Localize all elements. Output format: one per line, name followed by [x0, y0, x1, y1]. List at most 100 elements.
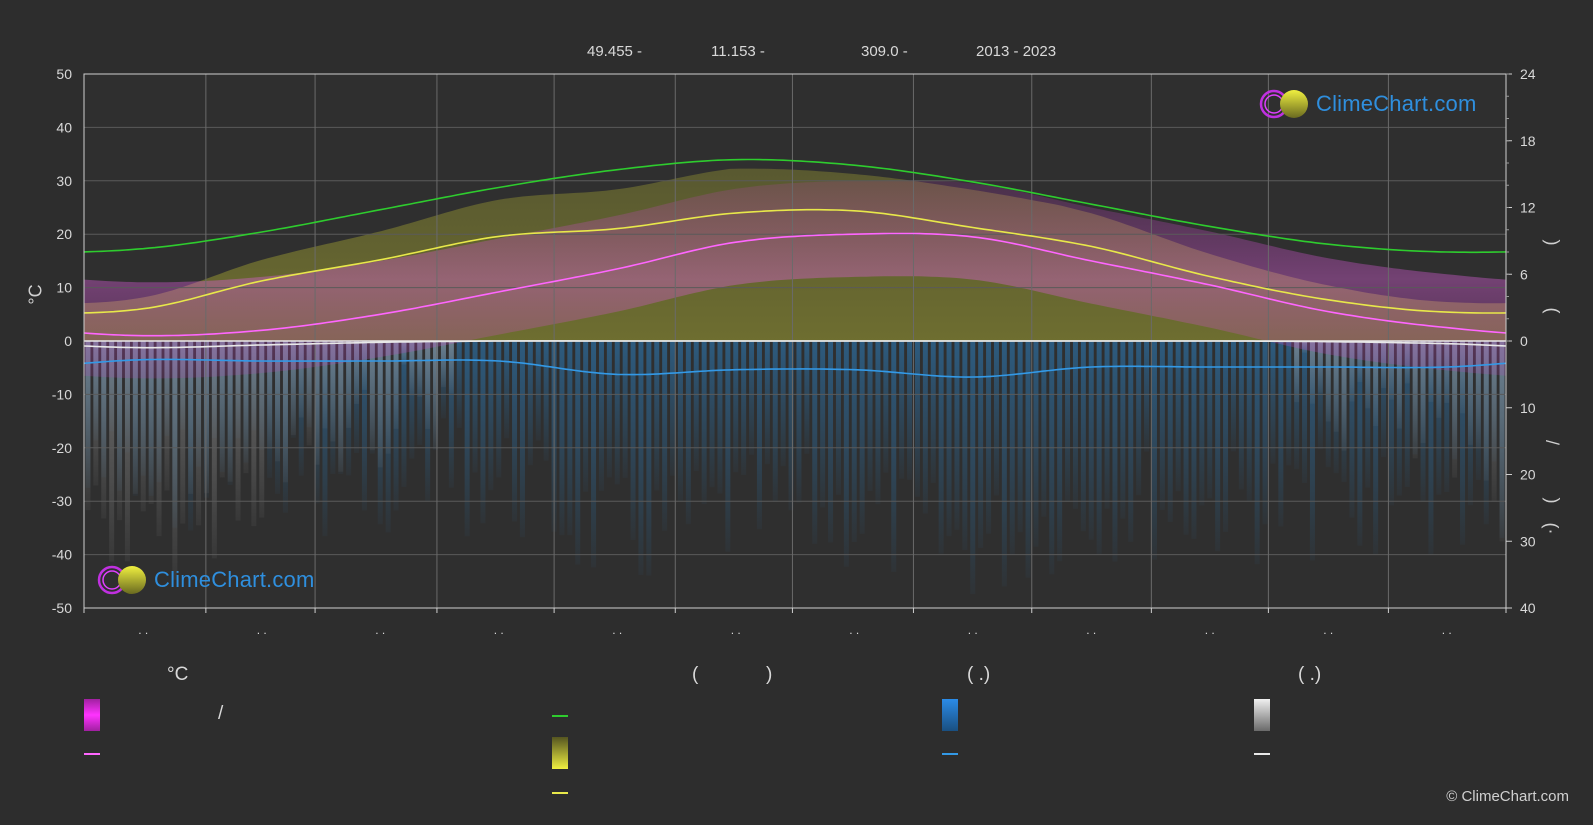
left-tick-label: -50 [52, 600, 72, 616]
snow-bar [1309, 341, 1315, 404]
snow-bar [346, 341, 352, 428]
left-tick-label: 40 [56, 119, 72, 135]
x-tick-label: . . [375, 623, 385, 637]
legend-precip-range-swatch [942, 699, 958, 731]
precip-bar [567, 341, 573, 536]
snow-bar [85, 341, 91, 511]
snow-bar [361, 341, 367, 390]
precip-bar [693, 341, 699, 472]
snow-bar [1444, 341, 1450, 403]
precip-bar [978, 341, 984, 548]
precip-bar [606, 341, 612, 478]
legend-sunshine-range-swatch [552, 737, 568, 769]
snow-bar [109, 341, 115, 562]
snow-bar [330, 341, 336, 442]
snow-bar [440, 341, 446, 388]
precip-bar [361, 341, 367, 511]
left-tick-label: 10 [56, 280, 72, 296]
precip-bar [1151, 341, 1157, 560]
snow-bar [1381, 341, 1387, 389]
precip-bar [1238, 341, 1244, 490]
legend-precip-mean-swatch [942, 753, 958, 755]
precip-bar [614, 341, 620, 485]
precip-bar [1120, 341, 1126, 519]
x-tick-label: . . [968, 623, 978, 637]
precip-bar [496, 341, 502, 478]
precip-bar [701, 341, 707, 505]
precip-bar [1017, 341, 1023, 533]
precip-bar [662, 341, 668, 531]
precip-bar [1175, 341, 1181, 492]
legend-sun-head-open: ( [692, 664, 699, 685]
precip-bar [1270, 341, 1276, 464]
precip-bar [1167, 341, 1173, 523]
daylight-line [83, 158, 1507, 254]
precip-bar [1183, 341, 1189, 535]
precip-bar [788, 341, 794, 511]
precip-bar [409, 341, 415, 459]
precip-bar [1199, 341, 1205, 506]
precip-bar [867, 341, 873, 491]
legend-rain-head: ( .) [967, 664, 991, 685]
snow-bar [1467, 341, 1473, 445]
right-upper-tick-label: 0 [1520, 333, 1528, 349]
precip-bar [1436, 341, 1442, 495]
snow-bar [1436, 341, 1442, 418]
precip-bar [899, 341, 905, 479]
snow-bar [259, 341, 265, 518]
precip-bar [820, 341, 826, 508]
copyright: © ClimeChart.com [1446, 788, 1569, 805]
precip-bar [1286, 341, 1292, 466]
precip-bar [1112, 341, 1118, 562]
precip-bar [456, 341, 462, 428]
precip-bar [843, 341, 849, 567]
left-axis-title: °C [25, 284, 46, 305]
snow-bar [448, 341, 454, 394]
precip-bar [796, 341, 802, 503]
snow-bar [1365, 341, 1371, 409]
precip-bar [670, 341, 676, 476]
precip-bar [780, 341, 786, 467]
snow-bar [1412, 341, 1418, 459]
legend-temp-mean-swatch [84, 753, 100, 755]
precip-bar [504, 341, 510, 439]
precip-bar [1388, 341, 1394, 506]
legend-snow-head: ( .) [1298, 664, 1322, 685]
x-tick-label: . . [849, 623, 859, 637]
precip-bar [1444, 341, 1450, 492]
precip-bar [575, 341, 581, 565]
right-upper-axis-glyph-1: ) [1542, 239, 1563, 246]
precip-bar [480, 341, 486, 524]
right-upper-tick-label: 24 [1520, 66, 1536, 82]
climechart-logo-icon [97, 565, 146, 595]
snow-bar [306, 341, 312, 446]
snow-bar [1349, 341, 1355, 402]
snow-bar [282, 341, 288, 483]
precip-bar [891, 341, 897, 572]
precip-bar [401, 341, 407, 487]
precip-bar [1104, 341, 1110, 509]
precip-bar [1159, 341, 1165, 510]
precip-bar [1223, 341, 1229, 532]
precip-bar [1309, 341, 1315, 561]
snow-bar [188, 341, 194, 494]
snow-bar [156, 341, 162, 537]
snow-bar [1499, 341, 1505, 542]
precip-bar [859, 341, 865, 534]
snow-bar [164, 341, 170, 491]
x-tick-label: . . [138, 623, 148, 637]
snow-bar [1491, 341, 1497, 502]
snow-bar [1483, 341, 1489, 481]
snow-bar [1428, 341, 1434, 402]
snow-bar [354, 341, 360, 404]
temp-range-area [84, 180, 1506, 379]
precip-bar [962, 341, 968, 551]
legend-daylight-swatch [552, 715, 568, 717]
left-tick-label: -10 [52, 386, 72, 402]
snow-bar [385, 341, 391, 454]
sunshine-line [83, 208, 1507, 314]
precip-bar [1254, 341, 1260, 565]
precip-bar [1365, 341, 1371, 488]
